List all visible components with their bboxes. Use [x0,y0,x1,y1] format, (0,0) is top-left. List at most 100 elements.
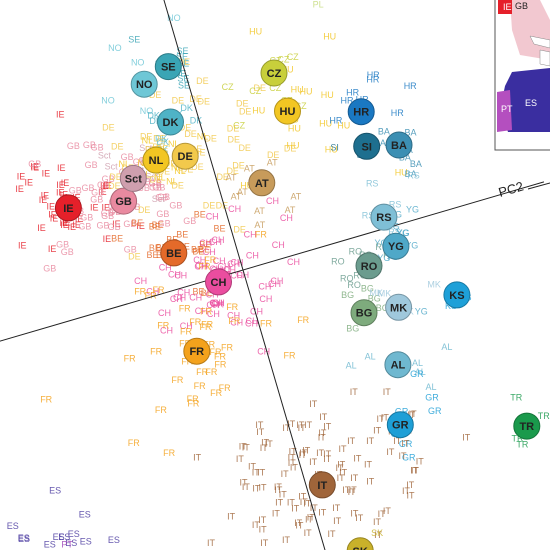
sample-point-de: DE [267,150,280,160]
sample-point-pl: PL [313,0,324,9]
sample-point-de: DE [111,141,124,151]
centroid-al [384,351,412,379]
sample-point-hu: HU [319,118,332,128]
sample-point-it: IT [207,538,216,548]
sample-point-ch: CH [170,294,183,304]
sample-point-ie: IE [56,110,65,120]
sample-point-ch: CH [211,300,224,310]
sample-point-hr: HR [346,87,359,97]
sample-point-it: IT [339,444,348,454]
inset-label-pt: PT [501,104,513,114]
centroid-label-de: DE [178,151,193,163]
sample-point-it: IT [350,387,359,397]
sample-point-ba: BA [404,128,416,138]
sample-point-de: DE [228,134,241,144]
sample-point-it: IT [242,442,251,452]
sample-point-it: IT [300,497,309,507]
sample-point-it: IT [295,521,304,531]
sample-point-fr: FR [134,287,146,297]
centroid-label-si: SI [361,141,371,153]
centroid-label-sk: SK [353,546,368,550]
sample-point-it: IT [416,457,425,467]
sample-point-ch: CH [287,257,300,267]
sample-point-cz: CZ [287,52,299,62]
sample-point-sct: Sct [145,172,159,182]
sample-point-ie: IE [103,180,112,190]
sample-point-yg: YG [397,228,410,238]
sample-point-it: IT [304,420,313,430]
centroid-label-at: AT [255,178,269,190]
sample-point-ch: CH [245,318,258,328]
centroid-fr [183,337,211,365]
sample-point-ie: IE [30,161,39,171]
centroid-no [130,70,158,98]
sample-point-it: IT [274,482,283,492]
sample-point-gb: GB [85,160,98,170]
centroid-label-tr: TR [519,421,534,433]
sample-point-it: IT [261,438,270,448]
sample-point-gr: GR [402,453,416,463]
sample-point-be: BE [213,223,225,233]
inset-label-ie: IE [503,2,512,12]
sample-point-it: IT [282,423,291,433]
sample-point-gb: GB [61,247,74,257]
sample-point-rs: RS [389,199,402,209]
sample-point-de: DE [140,132,153,142]
sample-point-de: DE [191,162,204,172]
pc2-axis-line [163,0,326,550]
sample-point-it: IT [402,486,411,496]
sample-point-hu: HU [337,120,350,130]
sample-point-it: IT [373,517,382,527]
sample-point-nl: NL [142,136,154,146]
sample-point-it: IT [287,419,296,429]
inset-label-es: ES [525,98,537,108]
sample-point-nl: NL [154,173,166,183]
sample-point-es: ES [58,532,70,542]
sample-point-yg: YG [374,238,387,248]
sample-point-gb: GB [108,222,121,232]
sample-point-it: IT [299,448,308,458]
centroid-label-fr: FR [189,346,204,358]
sample-point-ie: IE [50,213,59,223]
sample-point-at: AT [267,157,278,167]
sample-point-gb: GB [102,174,115,184]
sample-point-fr: FR [189,317,201,327]
sample-point-de: DE [239,107,252,117]
sample-point-de: DE [189,94,202,104]
sample-point-gb: GB [152,183,165,193]
centroid-dk [157,108,184,136]
sample-point-tr: TR [510,393,522,403]
sample-point-ie: IE [62,217,71,227]
sample-point-it: IT [342,485,351,495]
sample-point-tr: TR [516,439,528,449]
sample-point-it: IT [406,480,415,490]
sample-point-it: IT [248,462,257,472]
sample-point-fr: FR [124,353,136,363]
centroid-label-it: IT [317,480,327,492]
population-centroids: LVFIUARUPLNOSEDKIEGBSctNLDECZHUATBECHFRH… [54,53,541,550]
centroid-label-be: BE [166,248,181,260]
sample-point-de: DE [193,147,206,157]
centroid-label-mk: MK [390,302,407,314]
sample-point-gr: GR [425,392,439,402]
sample-point-it: IT [255,420,264,430]
centroid-bg [350,299,378,327]
sample-point-gb: GB [67,141,80,151]
sample-point-it: IT [336,463,345,473]
sample-point-cz: CZ [295,101,307,111]
sample-point-ch: CH [227,310,240,320]
centroid-label-nl: NL [149,155,164,167]
sample-point-gb: GB [101,208,114,218]
sample-point-de: DE [153,134,166,144]
sample-point-it: IT [332,503,341,513]
sample-point-it: IT [462,433,471,443]
sample-point-it: IT [399,451,408,461]
sample-point-ch: CH [230,271,243,281]
sample-point-gr: GR [410,369,424,379]
sample-point-ch: CH [218,262,231,272]
sample-point-be: BE [152,220,164,230]
sample-point-ro: RO [375,242,389,252]
sample-point-it: IT [240,478,249,488]
sample-point-it: IT [366,436,375,446]
